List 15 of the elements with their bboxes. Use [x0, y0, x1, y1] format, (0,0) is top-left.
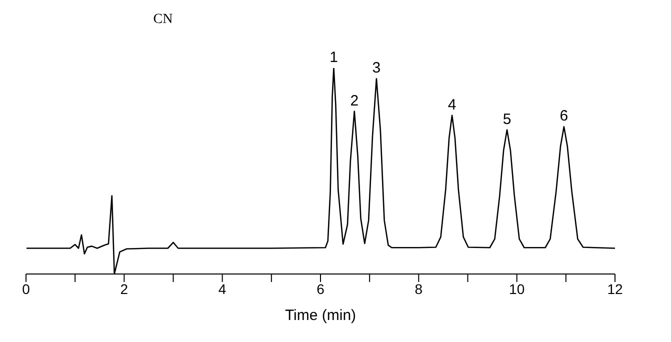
annotation: 5: [502, 110, 512, 128]
x-axis-title: Time (min): [284, 307, 356, 324]
x-tick-label: 12: [607, 280, 623, 297]
x-tick-label: 2: [120, 280, 128, 297]
x-tick-label: 0: [22, 280, 30, 297]
x-tick-label: 4: [218, 280, 226, 297]
annotation: 3: [372, 60, 381, 77]
x-tick-label: 10: [509, 280, 525, 297]
x-tick-label: 8: [414, 280, 423, 297]
annotation: 4: [448, 96, 456, 114]
annotation: 1: [330, 49, 338, 66]
annotation: 2: [350, 92, 359, 110]
x-tick-label: 6: [316, 280, 325, 297]
annotation: 6: [560, 108, 568, 125]
chart-title: CN: [152, 12, 174, 28]
